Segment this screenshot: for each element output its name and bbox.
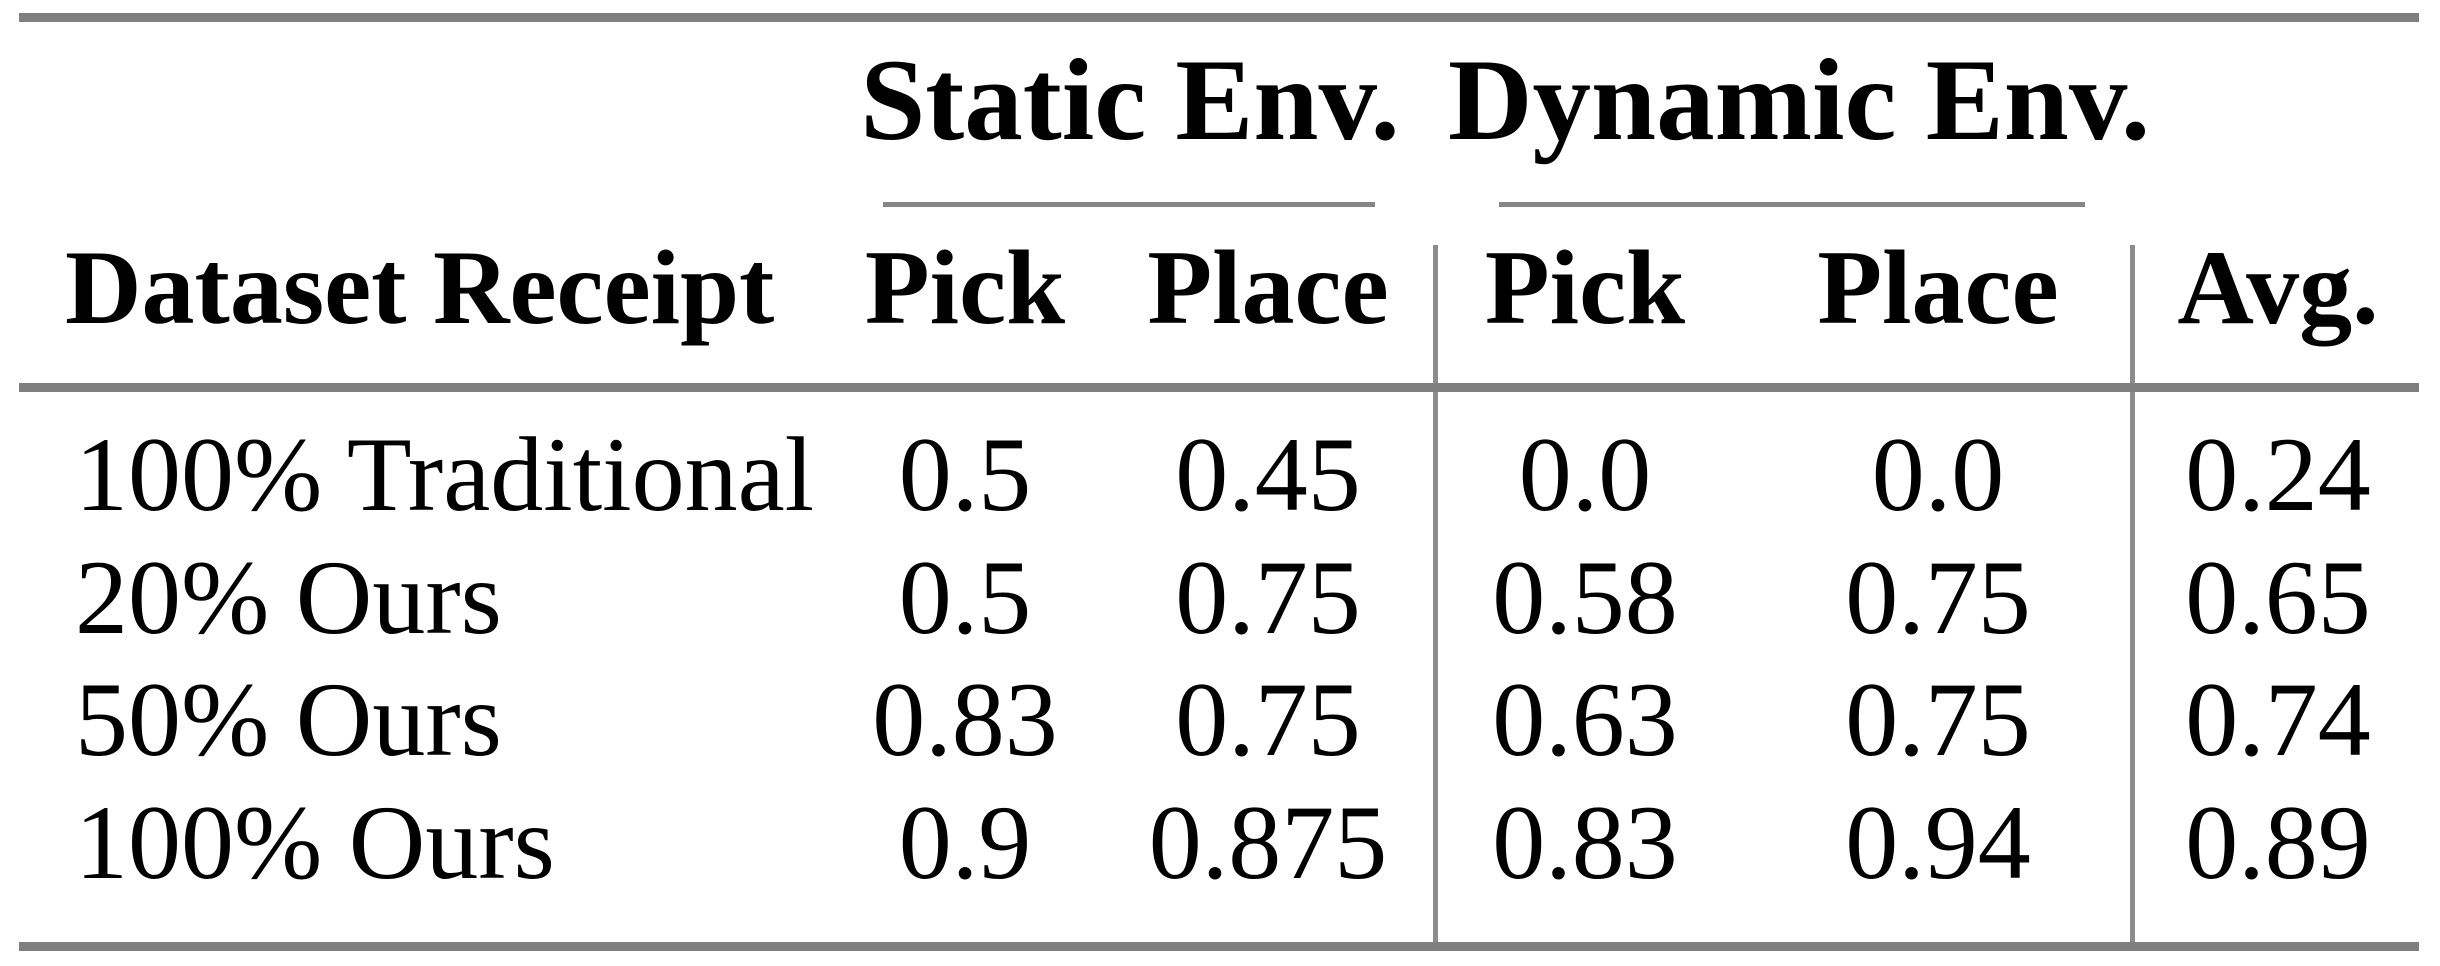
- cell-avg: 0.74: [2185, 661, 2371, 778]
- table-bottom-rule: [19, 942, 2419, 951]
- cell-avg: 0.24: [2185, 416, 2371, 533]
- column-header-dynamic-pick: Pick: [1484, 229, 1686, 346]
- cell-dynamic-place: 0.75: [1845, 661, 2031, 778]
- table-row: 100% Traditional 0.5 0.45 0.0 0.0 0.24: [0, 422, 2440, 552]
- column-header-static-pick: Pick: [864, 229, 1066, 346]
- column-header-avg: Avg.: [2177, 229, 2379, 346]
- cell-static-pick: 0.5: [898, 416, 1032, 533]
- cell-static-pick: 0.83: [872, 661, 1058, 778]
- table-header-rule: [19, 383, 2419, 392]
- cell-static-place: 0.75: [1175, 661, 1361, 778]
- row-label: 20% Ours: [75, 539, 502, 656]
- cell-dynamic-pick: 0.63: [1492, 661, 1678, 778]
- dynamic-env-cmidrule: [1499, 202, 2085, 207]
- vertical-rule-static-dynamic: [1433, 245, 1438, 942]
- column-header-dynamic-place: Place: [1817, 229, 2059, 346]
- cell-avg: 0.89: [2185, 784, 2371, 901]
- group-header-static-env: Static Env.: [860, 36, 1400, 165]
- cell-static-place: 0.75: [1175, 539, 1361, 656]
- table-top-rule: [19, 13, 2419, 22]
- table-row: 20% Ours 0.5 0.75 0.58 0.75 0.65: [0, 545, 2440, 675]
- cell-static-place: 0.45: [1175, 416, 1361, 533]
- cell-dynamic-place: 0.75: [1845, 539, 2031, 656]
- column-header-static-place: Place: [1147, 229, 1389, 346]
- cell-avg: 0.65: [2185, 539, 2371, 656]
- table-row: 50% Ours 0.83 0.75 0.63 0.75 0.74: [0, 667, 2440, 797]
- cell-static-pick: 0.5: [898, 539, 1032, 656]
- cell-dynamic-place: 0.94: [1845, 784, 2031, 901]
- cell-dynamic-pick: 0.83: [1492, 784, 1678, 901]
- row-label: 100% Traditional: [75, 416, 815, 533]
- static-env-cmidrule: [883, 202, 1375, 207]
- column-header-row: Dataset Receipt Pick Place Pick Place Av…: [0, 235, 2440, 365]
- cell-static-place: 0.875: [1148, 784, 1388, 901]
- vertical-rule-dynamic-avg: [2130, 245, 2135, 942]
- cell-static-pick: 0.9: [898, 784, 1032, 901]
- cell-dynamic-pick: 0.0: [1518, 416, 1652, 533]
- column-header-dataset-receipt: Dataset Receipt: [65, 229, 775, 346]
- group-header-dynamic-env: Dynamic Env.: [1448, 36, 2151, 165]
- row-label: 50% Ours: [75, 661, 502, 778]
- cell-dynamic-place: 0.0: [1871, 416, 2005, 533]
- row-label: 100% Ours: [75, 784, 555, 901]
- table-row: 100% Ours 0.9 0.875 0.83 0.94 0.89: [0, 790, 2440, 920]
- group-header-row: Static Env. Dynamic Env.: [0, 42, 2440, 172]
- cell-dynamic-pick: 0.58: [1492, 539, 1678, 656]
